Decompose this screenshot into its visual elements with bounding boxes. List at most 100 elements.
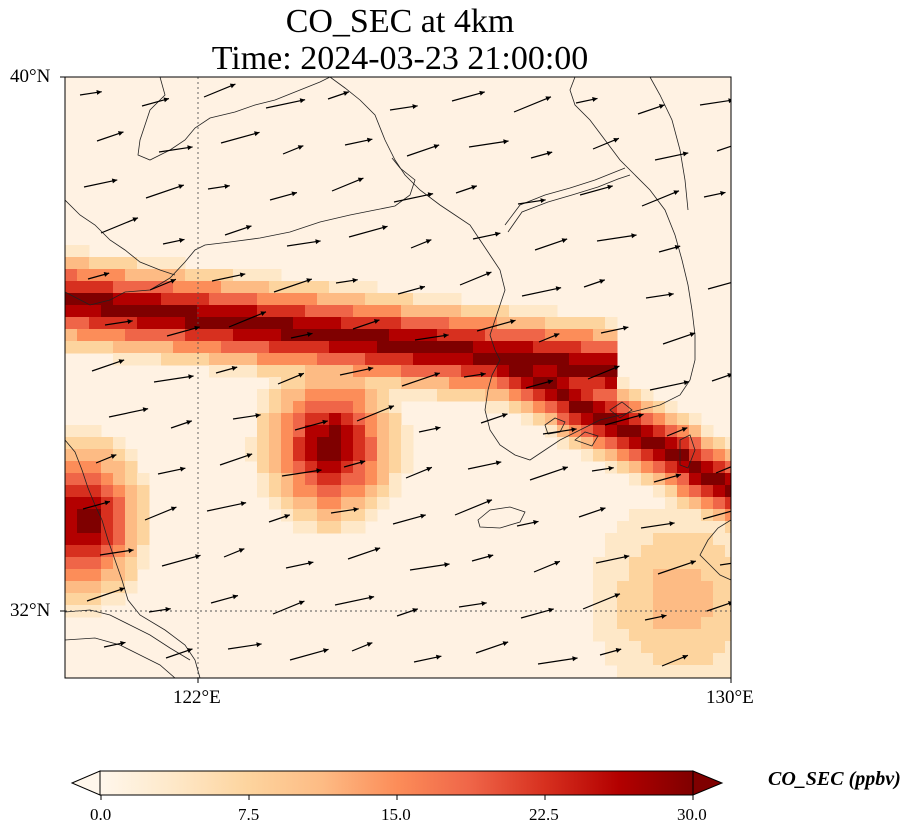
wind-arrow-head xyxy=(571,427,577,433)
field-cell xyxy=(353,413,366,426)
field-cell xyxy=(89,485,102,498)
field-cell xyxy=(665,617,678,630)
coastline-shandong xyxy=(65,157,416,306)
field-cell xyxy=(65,473,78,486)
field-cell xyxy=(305,509,318,522)
field-cell xyxy=(485,305,498,318)
field-cell xyxy=(185,305,198,318)
colorbar-tick-label-1: 7.5 xyxy=(238,805,260,824)
field-cell xyxy=(677,509,690,522)
wind-arrow xyxy=(459,271,492,286)
field-cell xyxy=(581,449,594,462)
wind-arrow xyxy=(83,179,118,188)
field-cell xyxy=(125,341,138,354)
lat-tick-label-40n: 40°N xyxy=(10,66,51,87)
field-cell xyxy=(725,581,731,594)
field-cell xyxy=(77,257,90,270)
field-cell xyxy=(101,281,114,294)
coastline-liaodong xyxy=(137,77,331,161)
field-cell xyxy=(137,473,150,486)
wind-arrow-head xyxy=(388,405,394,411)
wind-arrow-head xyxy=(682,151,689,157)
field-cell xyxy=(413,365,426,378)
wind-arrow-head xyxy=(373,319,380,324)
field-cell xyxy=(449,293,462,306)
field-cell xyxy=(281,341,294,354)
field-cell xyxy=(113,557,126,570)
wind-arrow-head xyxy=(487,554,494,559)
wind-arrow xyxy=(520,608,554,619)
wind-arrow-head xyxy=(481,601,487,607)
field-cell xyxy=(233,305,246,318)
field-cell xyxy=(521,329,534,342)
wind-arrow xyxy=(654,152,689,161)
wind-arrow-head xyxy=(669,521,675,527)
field-cell xyxy=(161,269,174,282)
field-cell xyxy=(437,389,450,402)
colorbar xyxy=(70,770,724,800)
field-cell xyxy=(461,341,474,354)
field-cell xyxy=(569,317,582,330)
field-cell xyxy=(377,449,390,462)
field-cell xyxy=(113,305,126,318)
wind-arrow xyxy=(513,96,552,113)
field-cell xyxy=(365,437,378,450)
field-cell xyxy=(689,653,702,666)
field-cell xyxy=(65,269,78,282)
field-cell xyxy=(77,269,90,282)
wind-arrow xyxy=(91,359,125,372)
field-cell xyxy=(329,461,342,474)
field-cell xyxy=(617,629,630,642)
field-cell xyxy=(65,341,78,354)
field-cell xyxy=(125,293,138,306)
wind-arrow xyxy=(348,225,388,238)
field-cell xyxy=(593,425,606,438)
field-cell xyxy=(641,437,654,450)
field-cell xyxy=(665,449,678,462)
wind-arrow-head xyxy=(749,137,755,142)
field-cell xyxy=(581,317,594,330)
field-cell xyxy=(341,413,354,426)
field-cell xyxy=(293,521,306,534)
field-cell xyxy=(497,377,510,390)
field-cell xyxy=(269,365,282,378)
field-cell xyxy=(689,497,702,510)
field-cell xyxy=(329,317,342,330)
field-cell xyxy=(125,257,138,270)
field-cell xyxy=(401,365,414,378)
field-cell xyxy=(581,341,594,354)
field-cell xyxy=(689,581,702,594)
field-cell xyxy=(725,437,731,450)
field-cell xyxy=(341,377,354,390)
field-cell xyxy=(329,293,342,306)
wind-arrow xyxy=(707,282,731,290)
field-cell xyxy=(389,401,402,414)
field-cell xyxy=(605,425,618,438)
field-cell xyxy=(125,269,138,282)
wind-arrow-head xyxy=(343,91,349,96)
wind-arrow-head xyxy=(170,278,176,284)
field-cell xyxy=(77,317,90,330)
field-cell xyxy=(65,545,78,558)
field-cell xyxy=(665,569,678,582)
field-cell xyxy=(425,353,438,366)
field-cell xyxy=(629,665,642,678)
field-cell xyxy=(197,281,210,294)
field-cell xyxy=(137,269,150,282)
wind-arrow xyxy=(206,502,247,512)
field-cell xyxy=(89,281,102,294)
wind-arrow xyxy=(657,560,697,575)
field-cell xyxy=(221,341,234,354)
field-cell xyxy=(125,557,138,570)
field-cell xyxy=(305,389,318,402)
field-cell xyxy=(65,509,78,522)
wind-arrow xyxy=(716,145,731,152)
field-cell xyxy=(125,473,138,486)
field-cell xyxy=(65,485,78,498)
field-cell xyxy=(701,449,714,462)
field-cell xyxy=(281,329,294,342)
field-cell xyxy=(329,353,342,366)
field-cell xyxy=(389,341,402,354)
wind-arrow-head xyxy=(353,507,359,513)
field-cell xyxy=(269,293,282,306)
